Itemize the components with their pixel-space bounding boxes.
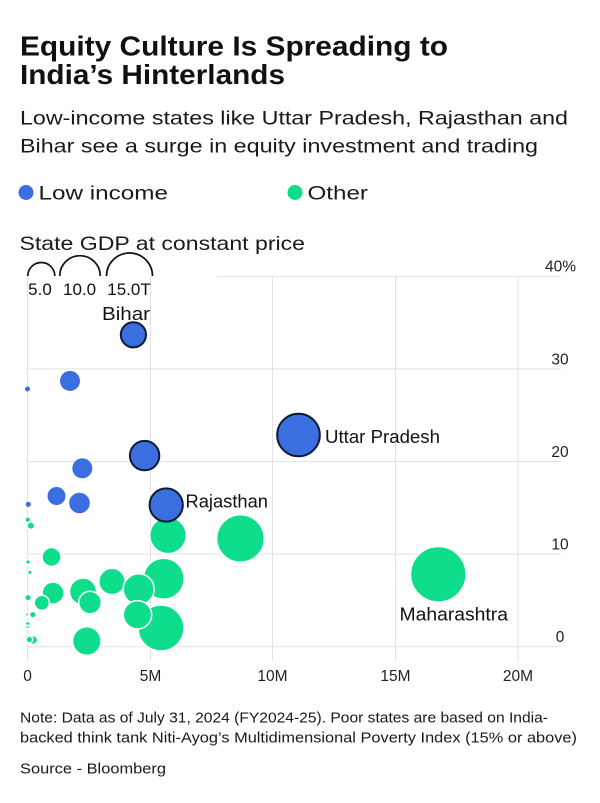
svg-text:India’s Hinterlands: India’s Hinterlands — [20, 59, 285, 90]
svg-text:5.0: 5.0 — [28, 280, 52, 299]
svg-text:10M: 10M — [257, 668, 287, 685]
svg-text:Maharashtra: Maharashtra — [400, 605, 510, 625]
svg-text:Bihar: Bihar — [102, 304, 150, 324]
svg-text:Other: Other — [308, 183, 369, 205]
svg-text:30: 30 — [551, 352, 569, 369]
svg-text:40%: 40% — [545, 259, 576, 276]
svg-text:backed think tank Niti-Ayog’s: backed think tank Niti-Ayog’s Multidimen… — [20, 731, 577, 747]
svg-text:State GDP at constant price: State GDP at constant price — [20, 233, 306, 255]
svg-text:10.0: 10.0 — [63, 280, 96, 299]
svg-text:Bihar see a surge in equity in: Bihar see a surge in equity investment a… — [20, 136, 538, 158]
svg-text:Source - Bloomberg: Source - Bloomberg — [20, 762, 166, 778]
svg-text:15M: 15M — [380, 668, 410, 685]
svg-text:10: 10 — [551, 537, 569, 554]
svg-text:0: 0 — [556, 629, 565, 646]
svg-text:20M: 20M — [503, 668, 533, 685]
svg-text:Low income: Low income — [39, 183, 169, 205]
svg-text:20: 20 — [551, 444, 569, 461]
svg-text:5M: 5M — [140, 668, 162, 685]
svg-text:Equity Culture Is Spreading to: Equity Culture Is Spreading to — [20, 31, 448, 62]
svg-text:0: 0 — [23, 668, 32, 685]
svg-text:Note: Data as of July 31, 2024: Note: Data as of July 31, 2024 (FY2024-2… — [20, 711, 548, 727]
svg-text:15.0T: 15.0T — [107, 280, 150, 299]
svg-text:Rajasthan: Rajasthan — [186, 492, 269, 512]
svg-text:Uttar Pradesh: Uttar Pradesh — [325, 427, 440, 447]
svg-text:Low-income states like Uttar P: Low-income states like Uttar Pradesh, Ra… — [20, 108, 568, 130]
